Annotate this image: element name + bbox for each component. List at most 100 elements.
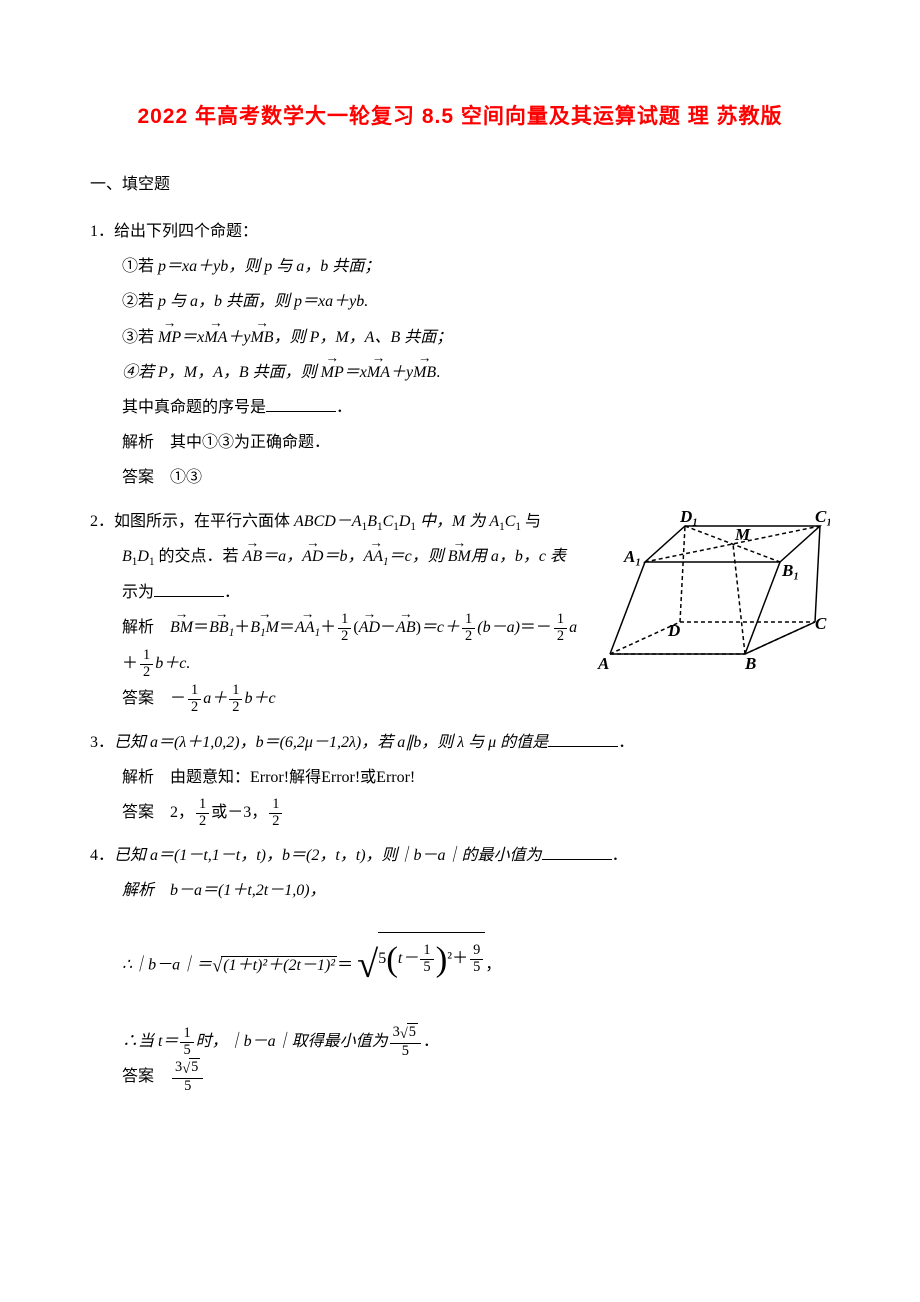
text: ④若 P，M，A，B 共面，则 (122, 364, 321, 381)
vector: AB (243, 539, 263, 574)
numerator: 1 (188, 683, 201, 700)
text: ＝x (344, 364, 367, 381)
fraction: 12 (140, 648, 153, 681)
big-root: √5(t－15)²＋95 (357, 908, 485, 1023)
radicand: 5(t－15)²＋95 (378, 932, 485, 983)
fraction: 12 (554, 612, 567, 645)
p2-answer: 答案 －12a＋12b＋c (90, 681, 830, 716)
fig-label: C₁ (815, 507, 830, 526)
denominator: 2 (140, 665, 153, 681)
text: ＋y (227, 329, 250, 346)
blank (542, 843, 612, 860)
denominator: 5 (390, 1044, 421, 1060)
problem-2: D₁ C₁ M A₁ B₁ D C A B 2．如图所示，在平行六面体 ABCD… (90, 504, 830, 717)
numerator: 1 (196, 797, 209, 814)
fig-label: A (597, 654, 609, 673)
fraction: 12 (338, 612, 351, 645)
vector: AD (302, 539, 323, 574)
text: ＋ (234, 619, 250, 636)
problem-1: 1．给出下列四个命题： ①若 p＝xa＋yb，则 p 与 a，b 共面； ②若 … (90, 214, 830, 496)
text: 用 a，b，c 表 (471, 548, 566, 565)
vector: AD (359, 610, 380, 645)
numerator: 1 (140, 648, 153, 665)
denominator: 2 (188, 700, 201, 716)
vector: MB (413, 355, 436, 390)
vector: BB1 (209, 610, 234, 646)
fig-label: B (744, 654, 756, 673)
fig-label: M (734, 525, 751, 544)
p4-sol3: ∴当 t＝15时，｜b－a｜取得最小值为3√55． (90, 1024, 830, 1060)
fraction: 3√55 (172, 1060, 203, 1095)
t: AA (363, 548, 383, 565)
numerator: 9 (470, 943, 483, 960)
fraction: 12 (269, 797, 282, 830)
lparen: ( (386, 940, 398, 979)
text: ＝b， (323, 548, 363, 565)
denominator: 2 (196, 814, 209, 830)
section-heading: 一、填空题 (90, 170, 830, 194)
numerator: 1 (554, 612, 567, 629)
text: 时，｜b－a｜取得最小值为 (196, 1033, 388, 1050)
numerator: 1 (462, 612, 475, 629)
fig-label: A₁ (623, 547, 641, 566)
text: D (399, 513, 411, 530)
numerator: 3√5 (172, 1060, 203, 1079)
p4-sol1: 解析 b－a＝(1＋t,2t－1,0)， (90, 873, 830, 908)
numerator: 1 (420, 943, 433, 960)
radicand: 5 (407, 1023, 418, 1040)
text: ＝c＋ (421, 619, 460, 636)
text: ＝c，则 (389, 548, 448, 565)
text: t－ (398, 950, 418, 967)
radical-icon: √ (357, 944, 378, 986)
numerator: 1 (229, 683, 242, 700)
problem-stem: 给出下列四个命题： (114, 223, 258, 240)
text: ， (485, 957, 501, 974)
blank (154, 580, 224, 597)
p1-ask: 其中真命题的序号是． (90, 390, 830, 425)
blank (266, 395, 336, 412)
problem-number: 3． (90, 725, 114, 760)
vector: BM (448, 539, 471, 574)
vector: AA1 (295, 610, 320, 646)
text: 已知 a＝(λ＋1,0,2)，b＝(6,2μ－1,2λ)，若 a∥b，则 λ 与… (114, 734, 548, 751)
text: ＝ (337, 957, 353, 974)
fig-label: C (815, 614, 827, 633)
text: ． (423, 1033, 439, 1050)
text: ③若 (122, 329, 158, 346)
label: 答案 － (122, 690, 186, 707)
text: ∴｜b－a｜＝ (122, 957, 212, 974)
vector: AA1 (363, 539, 388, 575)
t: B (250, 619, 260, 636)
text: 其中真命题的序号是 (122, 399, 266, 416)
fig-label: D (667, 621, 680, 640)
text: ． (612, 847, 628, 864)
fraction: 15 (180, 1026, 193, 1059)
text: 与 (521, 513, 541, 530)
sub: 1 (315, 628, 321, 640)
label: 答案 (122, 1068, 170, 1085)
t: AA (295, 619, 315, 636)
text: ＋y (390, 364, 413, 381)
p1-line2: ②若 p 与 a，b 共面，则 p＝xa＋yb. (90, 284, 830, 319)
text: ＝x (181, 329, 204, 346)
p1-answer: 答案 ①③ (90, 460, 830, 495)
p1-line4: ④若 P，M，A，B 共面，则 MP＝xMA＋yMB. (90, 355, 830, 390)
text: ＝－ (520, 619, 552, 636)
p1-line1: ①若 p＝xa＋yb，则 p 与 a，b 共面； (90, 249, 830, 284)
text: 已知 a＝(1－t,1－t，t)，b＝(2，t，t)，则｜b－a｜的最小值为 (114, 847, 542, 864)
label: 答案 2， (122, 804, 194, 821)
p1-line3: ③若 MP＝xMA＋yMB，则 P，M，A、B 共面； (90, 320, 830, 355)
parallelepiped-figure: D₁ C₁ M A₁ B₁ D C A B (590, 504, 830, 674)
fraction: 12 (229, 683, 242, 716)
text: ＋ (320, 619, 336, 636)
text: ②若 (122, 293, 158, 310)
fraction: 12 (462, 612, 475, 645)
fraction: 12 (188, 683, 201, 716)
text: b＋c. (155, 655, 190, 672)
vector: AB (396, 610, 416, 645)
text: 解析 b－a＝(1＋t,2t－1,0)， (122, 882, 326, 899)
equation: p＝xa＋yb (158, 258, 228, 275)
fraction: 3√55 (390, 1025, 421, 1060)
text: ＋ (122, 655, 138, 672)
text: ＝a， (262, 548, 302, 565)
